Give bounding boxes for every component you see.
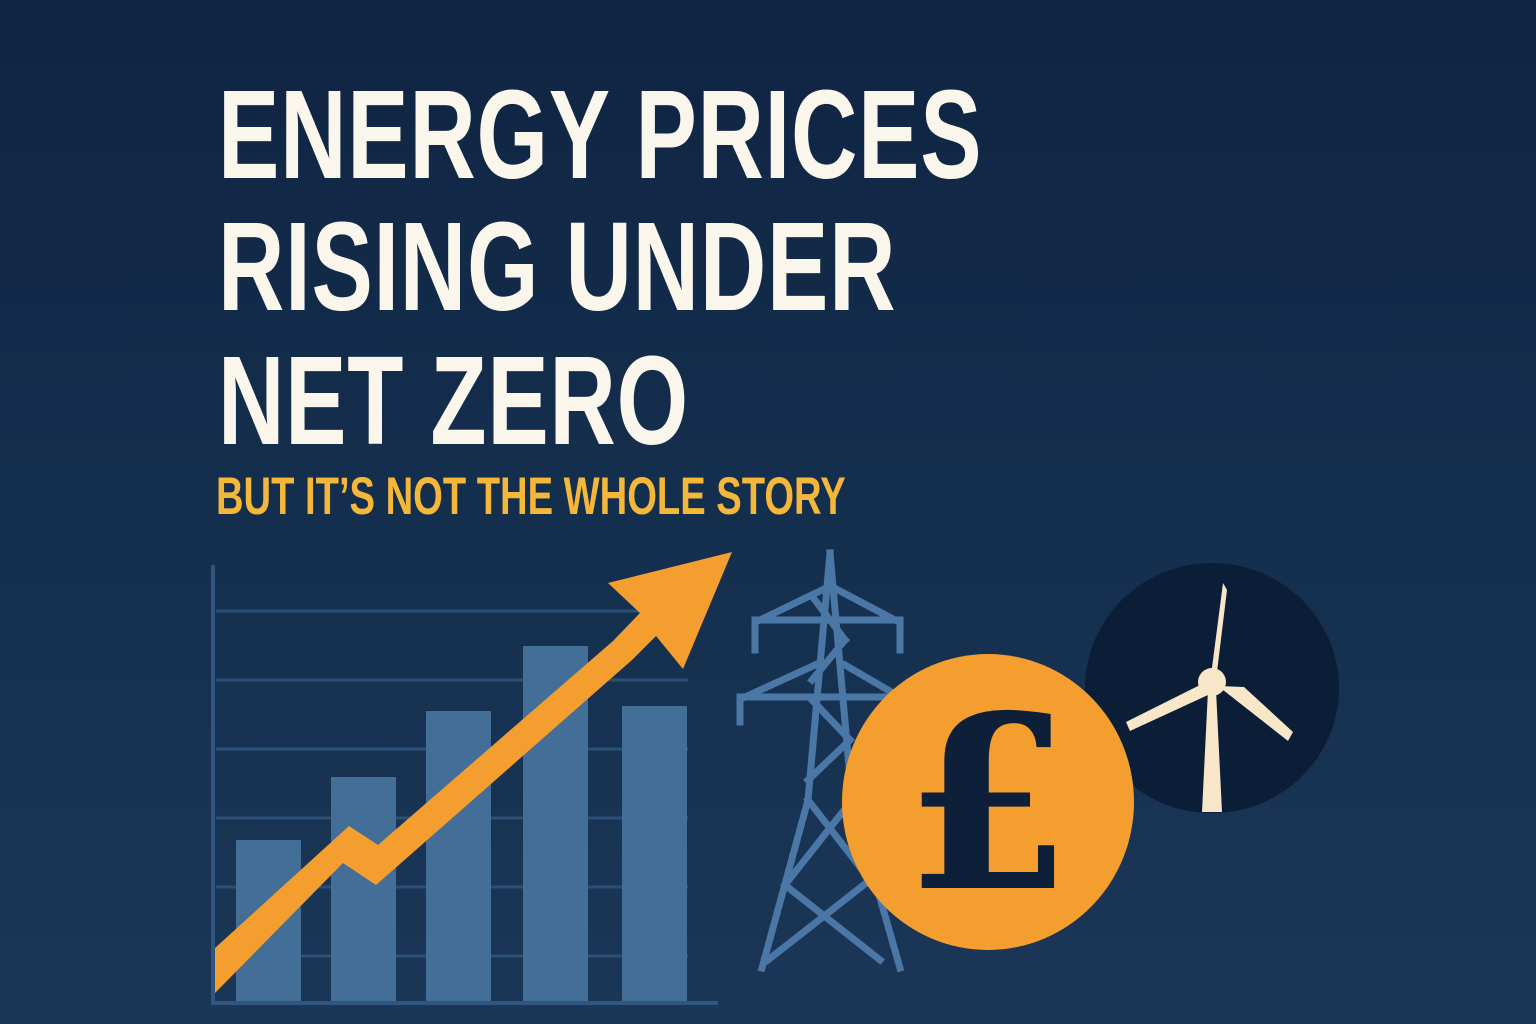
bar <box>622 706 687 1001</box>
subtitle: BUT IT’S NOT THE WHOLE STORY <box>216 467 846 526</box>
headline-line-3: NET ZERO <box>218 330 689 471</box>
bar <box>331 777 396 1001</box>
bar <box>426 711 491 1001</box>
pound-symbol: £ <box>905 663 1072 945</box>
wind-turbine-icon <box>1085 563 1339 813</box>
pound-coin-icon: £ <box>842 654 1134 950</box>
rising-arrow-icon <box>215 552 732 993</box>
headline-line-1: ENERGY PRICES <box>218 64 983 205</box>
headline-line-2: RISING UNDER <box>218 196 897 337</box>
